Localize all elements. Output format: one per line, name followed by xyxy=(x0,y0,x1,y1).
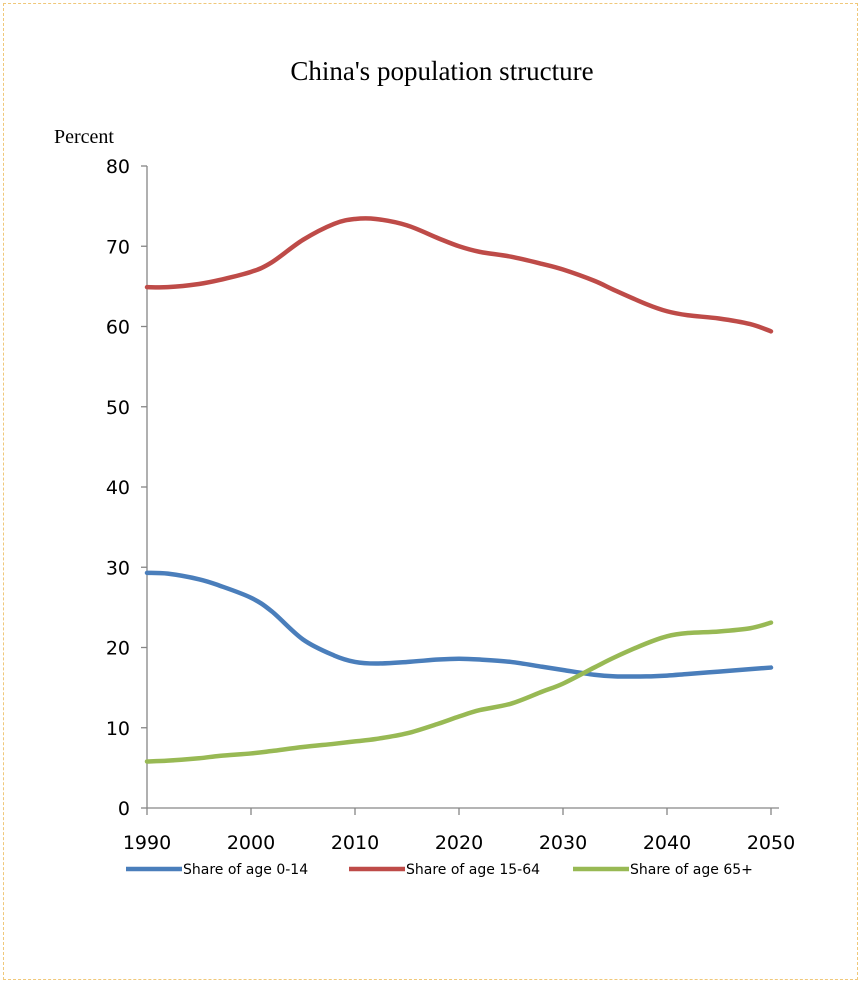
legend: Share of age 0-14 Share of age 15-64 Share… xyxy=(126,862,753,878)
y-tick-label: 80 xyxy=(106,156,130,178)
x-tick-label: 2050 xyxy=(747,832,795,854)
y-tick-label: 30 xyxy=(106,557,130,579)
legend-label: Share of age 65+ xyxy=(630,862,753,878)
chart-title: China's population structure xyxy=(290,56,593,86)
legend-label: Share of age 15-64 xyxy=(406,862,540,878)
y-axis-label: Percent xyxy=(54,126,114,148)
chart-frame xyxy=(3,3,858,980)
y-ticks: 0 10 20 30 40 50 60 70 80 xyxy=(106,156,147,820)
x-tick-label: 2000 xyxy=(227,832,275,854)
x-tick-label: 2010 xyxy=(331,832,379,854)
y-tick-label: 40 xyxy=(106,477,130,499)
legend-label: Share of age 0-14 xyxy=(183,862,308,878)
series-lines xyxy=(144,216,774,764)
series-line-age-65-plus xyxy=(144,620,774,764)
x-tick-label: 1990 xyxy=(123,832,171,854)
y-tick-label: 70 xyxy=(106,236,130,258)
y-tick-label: 0 xyxy=(118,798,130,820)
x-tick-label: 2040 xyxy=(643,832,691,854)
y-tick-label: 20 xyxy=(106,638,130,660)
series-line-age-15-64 xyxy=(144,216,774,334)
y-tick-label: 50 xyxy=(106,397,130,419)
series-line-age-0-14 xyxy=(144,570,774,679)
x-tick-label: 2030 xyxy=(539,832,587,854)
x-tick-label: 2020 xyxy=(435,832,483,854)
x-ticks: 1990 2000 2010 2020 2030 2040 2050 xyxy=(123,808,795,854)
y-tick-label: 10 xyxy=(106,718,130,740)
y-tick-label: 60 xyxy=(106,317,130,339)
